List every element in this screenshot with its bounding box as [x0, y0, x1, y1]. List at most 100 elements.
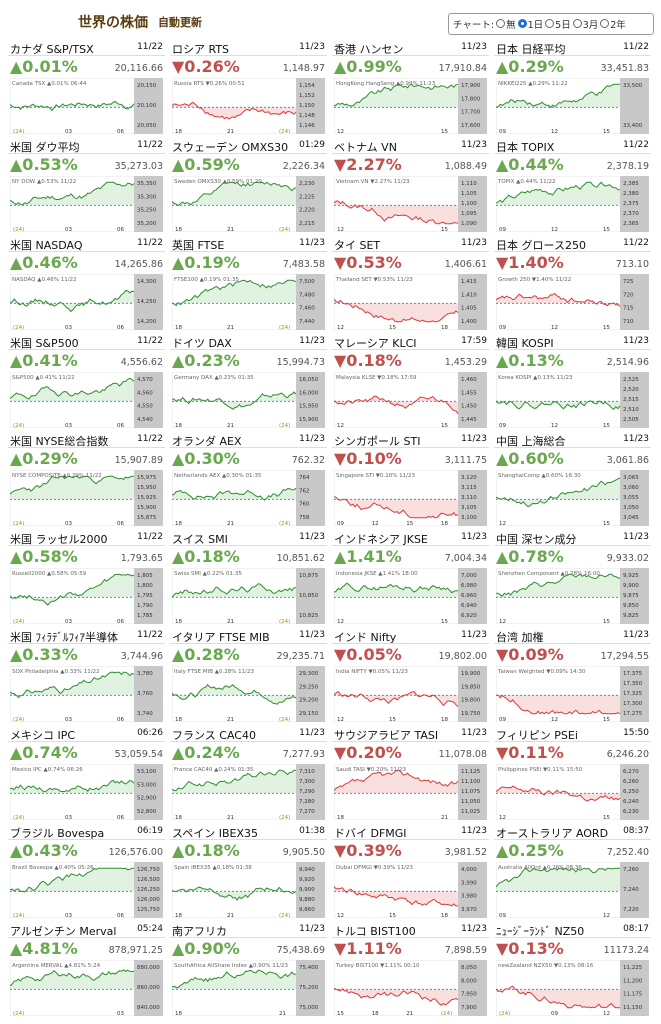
market-value: 11173.24: [603, 945, 649, 956]
y-tick-label: 2,370: [623, 211, 639, 217]
market-card[interactable]: 米国 ﾌｨﾗﾃﾞﾙﾌｨｱ半導体 11/22 ▲0.33% 3,744.96 SOX Ph…: [8, 628, 165, 724]
market-card[interactable]: ドイツ DAX 11/23 ▲0.23% 15,994.73 Germany DAX ▲…: [170, 334, 327, 430]
chart-label: Russell2000 ▲0.58% 05:59: [12, 571, 87, 577]
market-card[interactable]: タイ SET 11/23 ▼0.53% 1,406.61 Thailand SET ▼0…: [332, 236, 489, 332]
market-card[interactable]: 日本 日経平均 11/22 ▲0.29% 33,451.83 NIKKEI225 ▲0.…: [494, 40, 651, 136]
market-card[interactable]: マレーシア KLCI 17:59 ▼0.18% 1,453.29 Malaysia KL…: [332, 334, 489, 430]
market-card[interactable]: メキシコ IPC 06:26 ▲0.74% 53,059.54 Mexico IPC ▲…: [8, 726, 165, 822]
market-value: 2,226.34: [282, 161, 325, 172]
y-tick-label: 14,250: [137, 299, 157, 305]
y-tick-label: 15,975: [137, 475, 157, 481]
market-card[interactable]: イタリア FTSE MIB 11/23 ▲0.28% 29,235.71 Italy F…: [170, 628, 327, 724]
x-tick-label: 18: [175, 129, 182, 134]
market-time: 11/23: [297, 532, 325, 542]
market-card[interactable]: フィリピン PSEi 15:50 ▼0.11% 6,246.20 Philippines…: [494, 726, 651, 822]
chart-label: NYSE COMPOSITE ▲0.29% 11/22: [12, 473, 102, 479]
radio-option-3[interactable]: 3月: [572, 17, 598, 31]
market-card[interactable]: スウェーデン OMXS30 01:29 ▲0.59% 2,226.34 Sweden O…: [170, 138, 327, 234]
market-card[interactable]: オランダ AEX 11/23 ▲0.30% 762.32 Netherlands AEX…: [170, 432, 327, 528]
market-card[interactable]: 英国 FTSE 11/23 ▲0.19% 7,483.58 FTSE100 ▲0.19%…: [170, 236, 327, 332]
market-value: 7,898.59: [444, 945, 487, 956]
divider: [8, 153, 165, 154]
market-card[interactable]: 米国 S&P500 11/22 ▲0.41% 4,556.62 S&P500 ▲0.41…: [8, 334, 165, 430]
market-card[interactable]: スイス SMI 11/23 ▲0.18% 10,851.62 Swiss SMI ▲0.…: [170, 530, 327, 626]
y-tick-label: 1,800: [137, 583, 153, 589]
market-card[interactable]: ベトナム VN 11/23 ▼2.27% 1,088.49 Vietnam VN ▼2.…: [332, 138, 489, 234]
market-card[interactable]: 台湾 加権 11/23 ▼0.09% 17,294.55 Taiwan Weighted…: [494, 628, 651, 724]
market-card[interactable]: 中国 上海総合 11/23 ▲0.60% 3,061.86 ShanghaiComp ▲…: [494, 432, 651, 528]
market-card[interactable]: 韓国 KOSPI 11/23 ▲0.13% 2,514.96 Korea KOSPI ▲…: [494, 334, 651, 430]
y-tick-label: 1,410: [461, 292, 477, 298]
y-tick-label: 9,880: [299, 897, 315, 903]
chart-line: [10, 100, 135, 112]
market-card[interactable]: カナダ S&P/TSX 11/22 ▲0.01% 20,116.66 Canada TS…: [8, 40, 165, 136]
market-card[interactable]: ブラジル Bovespa 06:19 ▲0.43% 126,576.00 Brazil …: [8, 824, 165, 920]
chart-line: [10, 475, 134, 495]
y-tick-label: 4,000: [461, 867, 477, 873]
market-name: 香港 ハンセン: [334, 43, 404, 56]
divider: [8, 643, 165, 644]
y-tick-label: 17,800: [461, 96, 481, 102]
divider: [170, 55, 327, 56]
market-name: カナダ S&P/TSX: [10, 43, 94, 56]
market-time: 08:37: [621, 826, 649, 836]
radio-option-4[interactable]: 2年: [600, 17, 626, 31]
x-tick-label: 15: [389, 325, 396, 330]
market-time: 11/23: [459, 140, 487, 150]
y-tick-label: 20,150: [137, 83, 157, 89]
page-title: 世界の株価: [78, 15, 148, 31]
market-card[interactable]: フランス CAC40 11/23 ▲0.24% 7,277.93 France CAC4…: [170, 726, 327, 822]
market-change-pct: ▲0.90%: [172, 939, 240, 958]
radio-option-0[interactable]: 無: [496, 17, 516, 31]
chart-area: [172, 102, 296, 119]
market-value: 878,971.25: [108, 945, 163, 956]
market-card[interactable]: ドバイ DFMGI 11/23 ▼0.39% 3,981.52 Dubai DFMGI …: [332, 824, 489, 920]
x-tick-label: 06: [117, 227, 124, 232]
y-tick-label: 3,780: [137, 671, 153, 677]
market-card[interactable]: トルコ BIST100 11/23 ▼1.11% 7,898.59 Turkey BIS…: [332, 922, 489, 1018]
market-card[interactable]: 米国 ダウ平均 11/22 ▲0.53% 35,273.03 NY DOW ▲0.53%…: [8, 138, 165, 234]
y-tick-label: 15,875: [137, 515, 157, 521]
market-value: 4,556.62: [120, 357, 163, 368]
market-card[interactable]: 米国 NASDAQ 11/22 ▲0.46% 14,265.86 NASDAQ ▲0.4…: [8, 236, 165, 332]
market-change-pct: ▼0.13%: [496, 939, 564, 958]
market-change-pct: ▲0.46%: [10, 253, 78, 272]
market-card[interactable]: ﾆｭｰｼﾞｰﾗﾝﾄﾞ NZ50 08:17 ▼0.13% 11173.24 newZea…: [494, 922, 651, 1018]
radio-option-1[interactable]: 1日: [517, 17, 543, 31]
market-card[interactable]: 香港 ハンセン 11/23 ▲0.99% 17,910.84 HongKong Hang…: [332, 40, 489, 136]
radio-dot-icon: [517, 19, 527, 29]
market-card[interactable]: インドネシア JKSE 11/23 ▲1.41% 7,004.34 Indonesia …: [332, 530, 489, 626]
chart-label: チャート:: [453, 20, 495, 31]
market-card[interactable]: 中国 深セン成分 11/23 ▲0.78% 9,933.02 Shenzhen Comp…: [494, 530, 651, 626]
x-tick-label: 18: [175, 325, 182, 330]
chart-line: [172, 769, 296, 792]
market-card[interactable]: 米国 NYSE総合指数 11/22 ▲0.29% 15,907.89 NYSE COMP…: [8, 432, 165, 528]
market-value: 2,514.96: [606, 357, 649, 368]
market-card[interactable]: 日本 TOPIX 11/22 ▲0.44% 2,378.19 TOPIX ▲0.44% …: [494, 138, 651, 234]
market-card[interactable]: ロシア RTS 11/23 ▼0.26% 1,148.97 Russia RTS ▼0.…: [170, 40, 327, 136]
market-card[interactable]: シンガポール STI 11/23 ▼0.10% 3,111.75 Singapore S…: [332, 432, 489, 528]
market-value: 6,246.20: [606, 749, 649, 760]
market-card[interactable]: 米国 ラッセル2000 11/22 ▲0.58% 1,793.65 Russell200…: [8, 530, 165, 626]
market-card[interactable]: スペイン IBEX35 01:38 ▲0.18% 9,905.50 Spain IBEX…: [170, 824, 327, 920]
market-card[interactable]: オーストラリア AORD 08:37 ▲0.25% 7,252.40 Australia…: [494, 824, 651, 920]
radio-option-2[interactable]: 5日: [545, 17, 571, 31]
market-chart: Turkey BIST100 ▼1.11% 00:10 8,050 8,000 7,9…: [334, 960, 487, 1016]
market-card[interactable]: インド Nifty 11/23 ▼0.05% 19,802.00 India NIFTY…: [332, 628, 489, 724]
market-card[interactable]: 南アフリカ 11/23 ▲0.90% 75,438.69 SouthAfrica All…: [170, 922, 327, 1018]
chart-axis-panel: [620, 274, 649, 330]
market-card[interactable]: アルゼンチン Merval 05:24 ▲4.81% 878,971.25 Argent…: [8, 922, 165, 1018]
market-time: 11/22: [135, 42, 163, 52]
market-value: 29,235.71: [276, 651, 325, 662]
market-time: 01:38: [297, 826, 325, 836]
market-change-pct: ▲0.13%: [496, 351, 564, 370]
divider: [170, 545, 327, 546]
chart-line: [334, 395, 459, 415]
chart-axis-panel: [296, 960, 325, 1016]
market-card[interactable]: 日本 グロース250 11/22 ▼1.40% 713.10 Growth 250 ▼1…: [494, 236, 651, 332]
chart-axis-panel: [134, 764, 163, 820]
market-card[interactable]: サウジアラビア TASI 11/23 ▼0.20% 11,078.08 Saudi TA…: [332, 726, 489, 822]
market-name: 米国 S&P500: [10, 337, 79, 350]
market-time: 11/22: [135, 434, 163, 444]
divider: [494, 349, 651, 350]
